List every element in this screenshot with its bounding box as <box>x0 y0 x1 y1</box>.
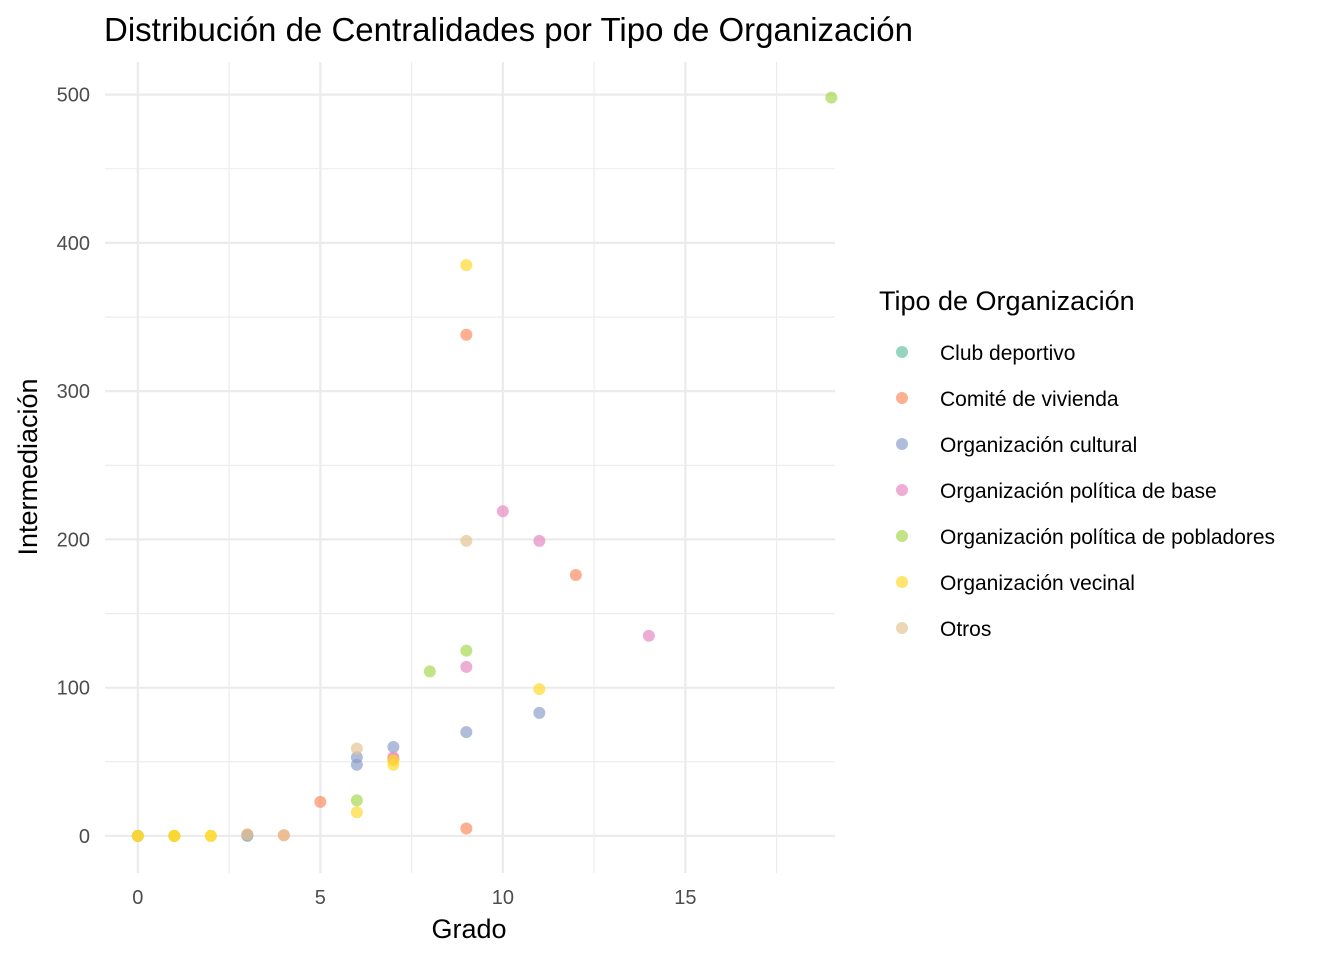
y-tick-label: 400 <box>57 233 90 255</box>
y-tick-label: 200 <box>57 529 90 551</box>
x-tick-label: 15 <box>674 887 696 909</box>
data-point <box>569 568 582 581</box>
chart-title: Distribución de Centralidades por Tipo d… <box>104 11 913 48</box>
data-point <box>277 829 290 842</box>
data-point <box>131 829 144 842</box>
data-point <box>460 644 473 657</box>
data-point <box>460 259 473 272</box>
x-axis-ticks: 0 5 10 15 <box>132 887 696 909</box>
legend: Tipo de Organización Club deportivo Comit… <box>879 286 1275 641</box>
data-point <box>350 758 363 771</box>
legend-label: Club deportivo <box>940 342 1075 365</box>
data-point <box>460 534 473 547</box>
y-tick-label: 300 <box>57 381 90 403</box>
legend-key <box>896 438 908 450</box>
data-point <box>460 822 473 835</box>
data-point <box>350 794 363 807</box>
legend-key <box>896 484 908 496</box>
legend-key <box>896 622 908 634</box>
legend-key <box>896 346 908 358</box>
legend-title: Tipo de Organización <box>879 286 1135 316</box>
data-point <box>241 828 254 841</box>
legend-items: Club deportivo Comité de vivienda Organiza… <box>896 342 1275 641</box>
x-tick-label: 10 <box>492 887 514 909</box>
data-point <box>533 534 546 547</box>
data-point <box>168 829 181 842</box>
data-point <box>533 683 546 696</box>
data-point <box>460 726 473 739</box>
legend-key <box>896 576 908 588</box>
data-point <box>460 328 473 341</box>
data-point <box>533 706 546 719</box>
y-tick-label: 100 <box>57 678 90 700</box>
data-points <box>131 91 838 842</box>
data-point <box>496 505 509 518</box>
y-tick-label: 500 <box>57 85 90 107</box>
data-point <box>387 758 400 771</box>
grid-lines <box>105 62 835 873</box>
legend-label: Organización vecinal <box>940 572 1135 595</box>
x-tick-label: 5 <box>315 887 326 909</box>
data-point <box>825 91 838 104</box>
legend-label: Organización política de pobladores <box>940 526 1275 549</box>
data-point <box>314 795 327 808</box>
data-point <box>642 629 655 642</box>
legend-key <box>896 392 908 404</box>
y-axis-ticks: 0 100 200 300 400 500 <box>57 85 90 848</box>
data-point <box>204 829 217 842</box>
legend-label: Organización cultural <box>940 434 1137 457</box>
x-axis-title: Grado <box>431 914 506 944</box>
y-axis-title: Intermediación <box>13 378 43 555</box>
y-tick-label: 0 <box>79 826 90 848</box>
data-point <box>423 665 436 678</box>
legend-label: Comité de vivienda <box>940 388 1119 411</box>
legend-label: Otros <box>940 618 991 641</box>
data-point <box>460 660 473 673</box>
x-tick-label: 0 <box>132 887 143 909</box>
legend-label: Organización política de base <box>940 480 1217 503</box>
plot-panel: 0 5 10 15 0 100 200 300 400 500 <box>57 62 838 909</box>
data-point <box>387 740 400 753</box>
legend-key <box>896 530 908 542</box>
data-point <box>350 742 363 755</box>
data-point <box>350 806 363 819</box>
